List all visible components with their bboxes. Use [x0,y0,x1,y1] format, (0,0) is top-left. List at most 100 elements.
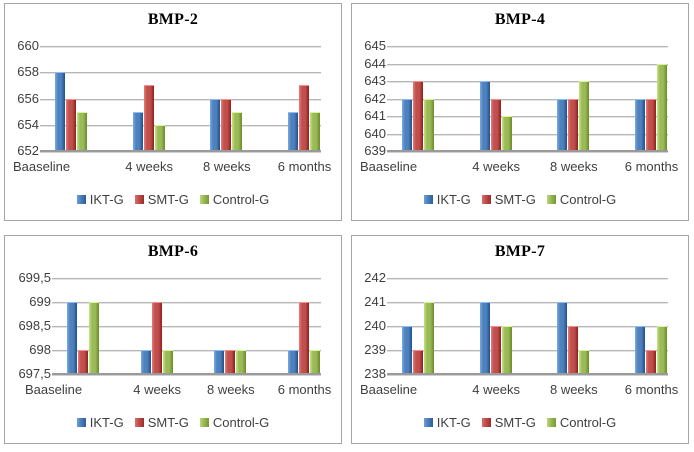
bar [299,302,309,374]
bar [635,326,645,374]
category-label: Baaseline [25,382,83,397]
bar [402,98,412,151]
category-label: 4 weeks [472,382,521,397]
chart-legend: IKT-G SMT-G Control-G [5,415,341,430]
bar [479,81,490,151]
y-tick-label: 639 [364,143,386,158]
gridline [387,81,668,82]
category-label: 6 months [277,159,332,174]
y-tick-label: 642 [364,90,386,106]
bar [143,85,154,151]
legend-label: Control-G [212,415,270,430]
category-label: Baaseline [13,159,71,174]
bar [568,98,579,151]
bar [162,350,173,374]
bar [490,326,501,374]
gridline [40,72,321,74]
gridline [387,302,668,303]
legend-label: IKT-G [89,192,124,207]
bar [579,350,590,374]
legend-swatch [76,195,86,204]
legend-item: IKT-G [76,415,124,430]
y-tick-label: 654 [17,116,39,132]
legend-item: SMT-G [134,415,189,430]
chart-panel-bmp-6: BMP-6 699,5 699 698,5 698 697,5 Baaseline 4 we… [4,235,342,444]
bar [214,350,225,374]
legend-swatch [481,195,491,204]
y-tick-label: 240 [364,318,386,333]
y-tick-label: 660 [17,38,39,53]
chart-title: BMP-7 [494,243,546,260]
bar [221,98,232,151]
y-tick-label: 699 [29,294,51,309]
bar [413,81,423,151]
legend-label: Control-G [559,415,617,430]
bar [310,111,320,151]
gridline [387,46,668,47]
bar [288,350,298,374]
legend-label: SMT-G [494,192,536,207]
category-label: 8 weeks [206,382,255,397]
gridline [387,326,668,327]
y-tick-label: 238 [364,366,386,381]
category-label: 4 weeks [472,159,521,174]
category-label: 6 months [277,382,332,397]
gridline [52,350,321,351]
chart-legend: IKT-G SMT-G Control-G [352,415,688,430]
category-label: 6 months [624,159,679,174]
bar [78,350,88,374]
category-label: 8 weeks [549,159,598,174]
bar [402,326,412,374]
legend-swatch [546,418,556,427]
gridline [40,46,321,47]
y-tick-label: 645 [364,38,386,53]
bar [557,302,568,374]
x-axis-line [387,373,668,375]
y-tick-label: 699,5 [18,270,51,285]
gridline [387,116,668,117]
category-label: 4 weeks [125,159,174,174]
legend-item: SMT-G [481,192,536,207]
category-label: 4 weeks [133,382,182,397]
gridline [40,98,321,100]
gridline [387,98,668,100]
bar [89,302,99,374]
legend-label: IKT-G [436,192,471,207]
legend-label: Control-G [559,192,617,207]
bar [646,98,656,151]
bar [424,98,434,151]
bar [657,326,667,374]
legend-item: SMT-G [481,415,536,430]
legend-item: Control-G [546,192,617,207]
bar [568,326,579,374]
bar [67,302,77,374]
bar [232,111,243,151]
chart-legend: IKT-G SMT-G Control-G [352,192,688,207]
legend-item: Control-G [199,415,270,430]
category-label: 6 months [624,382,679,397]
chart-panel-bmp-4: BMP-4 645 644 643 642 641 640 639 Baaseline 4 we… [351,3,689,221]
y-tick-label: 640 [364,125,386,141]
bar [479,302,490,374]
legend-swatch [199,418,209,427]
category-label: 8 weeks [549,382,598,397]
category-label: 8 weeks [202,159,251,174]
y-tick-label: 643 [364,73,386,88]
legend-label: SMT-G [147,415,189,430]
legend-item: IKT-G [423,415,471,430]
chart-title: BMP-6 [147,243,199,260]
bar [646,350,656,374]
legend-swatch [134,195,144,204]
chart-title: BMP-2 [147,11,199,28]
chart-panel-bmp-2: BMP-2 660 658 656 654 652 Baaseline 4 weeks 8 w… [4,3,342,221]
legend-label: SMT-G [147,192,189,207]
legend-swatch [423,418,433,427]
x-axis-line [40,150,321,152]
bar [66,98,76,151]
y-tick-label: 658 [17,64,39,80]
bar [236,350,247,374]
bar [424,302,434,374]
gridline [387,63,668,65]
y-tick-label: 644 [364,55,386,71]
legend-swatch [134,418,144,427]
